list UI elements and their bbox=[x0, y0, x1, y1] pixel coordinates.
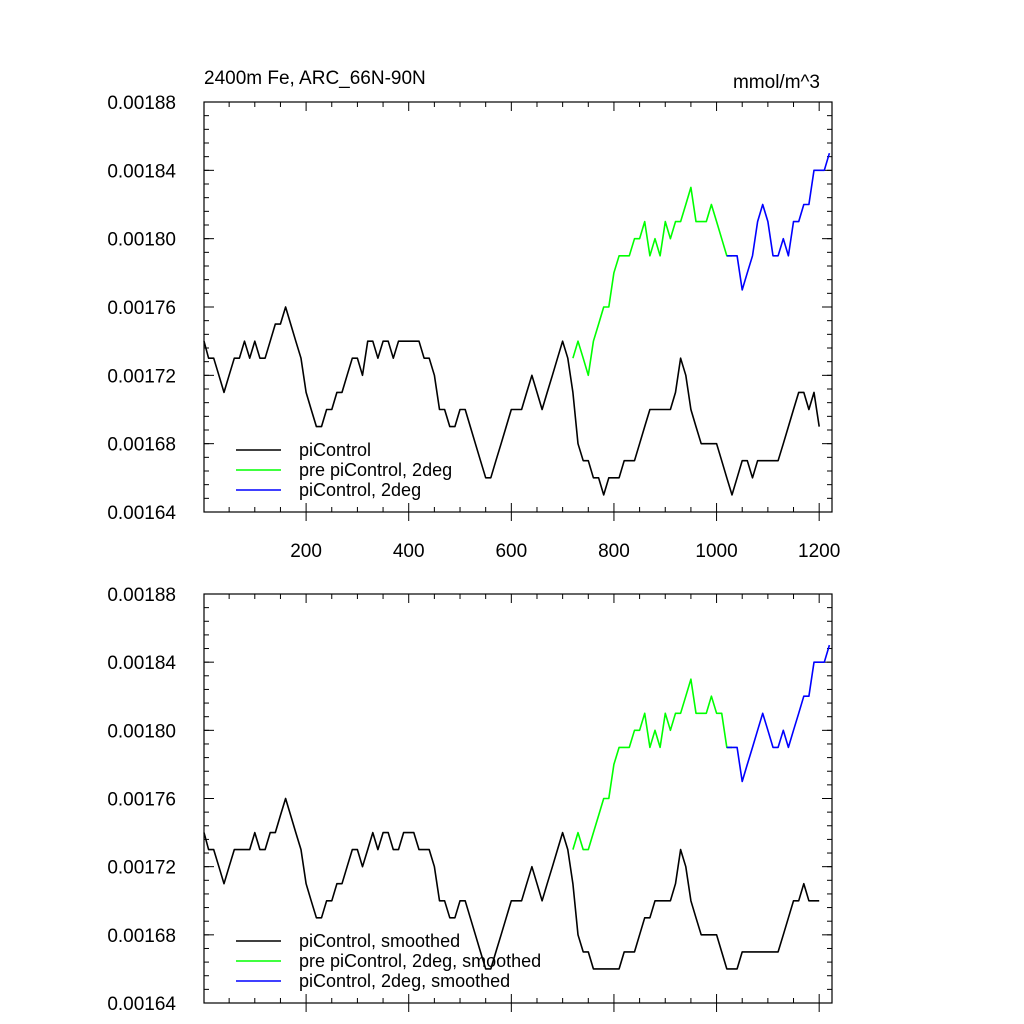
legend-label: pre piControl, 2deg bbox=[299, 460, 452, 480]
series-line bbox=[203, 306, 820, 496]
legend-label: pre piControl, 2deg, smoothed bbox=[299, 951, 541, 971]
y-tick-label: 0.00172 bbox=[107, 858, 176, 879]
x-tick-label: 600 bbox=[495, 541, 527, 562]
x-tick-label: 1000 bbox=[695, 541, 737, 562]
legend-label: piControl, 2deg bbox=[299, 480, 421, 500]
chart-title: 2400m Fe, ARC_66N-90N bbox=[204, 68, 426, 89]
series-line bbox=[203, 797, 820, 970]
y-tick-label: 0.00176 bbox=[107, 790, 176, 811]
top-panel: 200 400 600 800 1000 1200 0.00164 0.00168 0.0017… bbox=[107, 93, 840, 562]
legend-label: piControl bbox=[299, 440, 371, 460]
y-tick-label: 0.00176 bbox=[107, 298, 176, 319]
y-tick-label: 0.00164 bbox=[107, 994, 176, 1015]
y-tick-label: 0.00168 bbox=[107, 926, 176, 947]
x-tick-label: 200 bbox=[290, 541, 322, 562]
y-tick-label: 0.00164 bbox=[107, 503, 176, 524]
series-line bbox=[726, 152, 831, 291]
legend-label: piControl, 2deg, smoothed bbox=[299, 971, 510, 991]
y-tick-label: 0.00172 bbox=[107, 366, 176, 387]
bottom-panel: 0.00164 0.00168 0.00172 0.00176 0.00180 0.001… bbox=[107, 585, 833, 1015]
x-tick-label: 400 bbox=[393, 541, 425, 562]
y-tick-label: 0.00188 bbox=[107, 93, 176, 114]
series-line bbox=[572, 186, 732, 377]
y-tick-label: 0.00180 bbox=[107, 721, 176, 742]
x-tick-label: 800 bbox=[598, 541, 630, 562]
series-line bbox=[726, 644, 831, 783]
units-label: mmol/m^3 bbox=[733, 72, 820, 93]
y-tick-label: 0.00180 bbox=[107, 230, 176, 251]
y-tick-label: 0.00184 bbox=[107, 161, 176, 182]
y-tick-label: 0.00188 bbox=[107, 585, 176, 606]
x-tick-label: 1200 bbox=[798, 541, 840, 562]
legend-label: piControl, smoothed bbox=[299, 931, 460, 951]
series-line bbox=[572, 678, 732, 851]
y-tick-label: 0.00184 bbox=[107, 653, 176, 674]
y-tick-label: 0.00168 bbox=[107, 435, 176, 456]
